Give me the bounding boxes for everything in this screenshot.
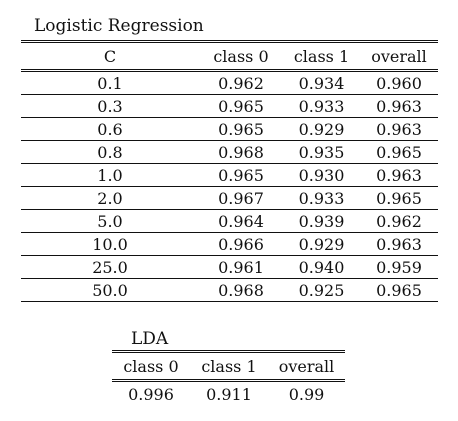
table-cell: 0.961 — [199, 255, 283, 279]
table-cell: 0.934 — [283, 70, 360, 95]
table-cell: 0.996 — [128, 384, 174, 404]
table-row: 0.6 0.965 0.929 0.963 — [21, 117, 438, 141]
table-cell: 0.959 — [360, 255, 438, 279]
table-cell: 0.965 — [360, 278, 438, 302]
column-header-class-1: class 1 — [190, 351, 268, 382]
table-row: 10.0 0.966 0.929 0.963 — [21, 232, 438, 256]
logistic-regression-caption: Logistic Regression — [34, 16, 204, 36]
table-cell: 0.929 — [283, 117, 360, 141]
table-row: 0.3 0.965 0.933 0.963 — [21, 94, 438, 118]
lda-table: class 0 class 1 overall 0.996 0.911 0.99 — [112, 350, 345, 406]
table-row: 50.0 0.968 0.925 0.965 — [21, 278, 438, 302]
lda-caption: LDA — [131, 329, 169, 349]
table-row: 0.996 0.911 0.99 — [112, 381, 345, 407]
table-cell: 0.965 — [199, 94, 283, 118]
table-row: 0.8 0.968 0.935 0.965 — [21, 140, 438, 164]
table-row: 25.0 0.961 0.940 0.959 — [21, 255, 438, 279]
table-cell: 1.0 — [21, 163, 199, 187]
column-header-c: C — [21, 41, 199, 72]
table-cell: 0.966 — [199, 232, 283, 256]
table-cell: 0.939 — [283, 209, 360, 233]
table-cell: 0.929 — [283, 232, 360, 256]
table-cell: 50.0 — [21, 278, 199, 302]
table-cell: 0.962 — [360, 209, 438, 233]
table-cell: 0.930 — [283, 163, 360, 187]
table-cell: 0.968 — [199, 140, 283, 164]
column-header-overall: overall — [268, 351, 345, 382]
table-cell: 0.965 — [199, 117, 283, 141]
table-cell: 0.963 — [360, 232, 438, 256]
column-header-class-1: class 1 — [283, 41, 360, 72]
table-cell: 5.0 — [21, 209, 199, 233]
table-cell: 0.1 — [21, 70, 199, 95]
table-cell: 0.911 — [206, 384, 252, 404]
table-cell: 0.965 — [360, 140, 438, 164]
table-cell: 0.964 — [199, 209, 283, 233]
table-cell: 0.8 — [21, 140, 199, 164]
column-header-overall: overall — [360, 41, 438, 72]
table-cell: 0.963 — [360, 163, 438, 187]
table-header-row: class 0 class 1 overall — [112, 351, 345, 382]
column-header-class-0: class 0 — [112, 351, 190, 382]
column-header-class-0: class 0 — [199, 41, 283, 72]
table-cell: 10.0 — [21, 232, 199, 256]
table-cell: 0.967 — [199, 186, 283, 210]
table-row: 0.1 0.962 0.934 0.960 — [21, 70, 438, 95]
logistic-regression-table-body: 0.1 0.962 0.934 0.960 0.3 0.965 0.933 0.963 0.6 0… — [21, 70, 438, 302]
table-cell: 0.3 — [21, 94, 199, 118]
table-cell: 0.968 — [199, 278, 283, 302]
table-cell: 0.6 — [21, 117, 199, 141]
table-cell: 0.925 — [283, 278, 360, 302]
logistic-regression-table: C class 0 class 1 overall 0.1 0.962 0.934 0… — [21, 40, 438, 302]
table-cell: 2.0 — [21, 186, 199, 210]
table-cell: 0.963 — [360, 94, 438, 118]
table-cell: 0.963 — [360, 117, 438, 141]
table-cell: 25.0 — [21, 255, 199, 279]
table-cell: 0.965 — [199, 163, 283, 187]
table-cell: 0.962 — [199, 70, 283, 95]
table-cell: 0.933 — [283, 94, 360, 118]
table-cell: 0.965 — [360, 186, 438, 210]
table-header-row: C class 0 class 1 overall — [21, 41, 438, 72]
table-row: 2.0 0.967 0.933 0.965 — [21, 186, 438, 210]
table-row: 1.0 0.965 0.930 0.963 — [21, 163, 438, 187]
table-cell: 0.960 — [360, 70, 438, 95]
table-cell: 0.940 — [283, 255, 360, 279]
lda-table-body: 0.996 0.911 0.99 — [112, 381, 345, 407]
table-row: 5.0 0.964 0.939 0.962 — [21, 209, 438, 233]
table-cell: 0.933 — [283, 186, 360, 210]
table-cell: 0.99 — [288, 384, 325, 404]
table-cell: 0.935 — [283, 140, 360, 164]
